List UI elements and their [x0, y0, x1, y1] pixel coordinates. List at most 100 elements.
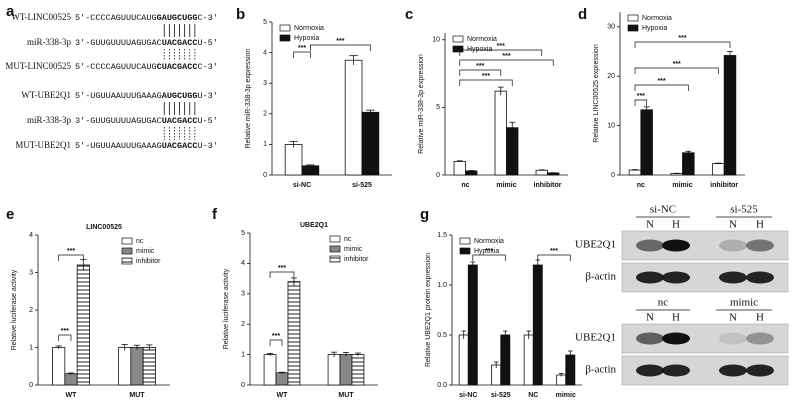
- error-bar: [550, 172, 557, 174]
- bar: [547, 172, 560, 176]
- significance-bracket: [459, 59, 554, 66]
- panel-letter: a: [6, 3, 15, 20]
- significance-label: ***: [658, 78, 666, 85]
- error-bar: [461, 330, 466, 339]
- sequence-part: CUACGACC: [157, 62, 198, 72]
- sequence: 3'-GUUGUUUUAGUGACUACGACCU-5': [75, 116, 218, 126]
- x-tick-label: MUT: [338, 392, 354, 399]
- panel-letter: b: [236, 6, 245, 23]
- error-bar: [133, 344, 141, 350]
- significance-label: ***: [637, 93, 645, 100]
- sequence-part: 5'-UGUUAAUUUGAAAG: [75, 91, 162, 101]
- legend-label: inhibitor: [344, 256, 369, 263]
- blot-band: [662, 239, 690, 252]
- legend-swatch: [121, 247, 133, 255]
- sequence-part: UACGACC: [162, 141, 198, 151]
- error-bar: [503, 330, 508, 339]
- y-tick-label: 1: [29, 344, 33, 351]
- y-tick-label: 0: [263, 172, 267, 179]
- significance-bracket: [634, 41, 731, 48]
- error-bar: [558, 373, 564, 377]
- legend-swatch: [329, 235, 341, 243]
- x-tick-label: WT: [66, 392, 78, 399]
- legend-swatch: [459, 237, 471, 245]
- y-axis-label: Relative miR-338-3p expression: [245, 49, 252, 149]
- significance-label: ***: [336, 38, 344, 45]
- legend-label: Hypoxia: [474, 248, 499, 255]
- sequence-part: UACGACC: [162, 38, 198, 48]
- sequence-name: miR-338-3p: [27, 37, 71, 47]
- y-tick-label: 10: [607, 122, 615, 129]
- x-tick-label: si-NC: [293, 182, 311, 189]
- significance-label: ***: [298, 45, 306, 52]
- legend-label: Hypoxia: [642, 25, 667, 32]
- significance-bracket: [293, 51, 311, 58]
- y-tick-label: 1: [263, 141, 267, 148]
- legend-label: Hypoxia: [467, 46, 492, 53]
- lane-label: N: [646, 312, 654, 324]
- y-axis-label: Relative luciferase activity: [223, 268, 230, 349]
- error-bar: [55, 345, 62, 349]
- sequence: 5'-UGUUAAUUUGAAAGAUGCUGGU-3': [75, 91, 218, 101]
- bar: [287, 281, 301, 386]
- blot-band: [719, 364, 747, 377]
- x-tick-label: mimic: [556, 392, 576, 399]
- significance-bracket: [269, 271, 295, 278]
- blot-row-label: UBE2Q1: [575, 332, 616, 344]
- error-bar: [146, 344, 153, 351]
- sequence-part: AUGCUGG: [162, 91, 198, 101]
- blot-row-label: β-actin: [585, 271, 616, 283]
- panel-letter: g: [420, 206, 429, 223]
- blot-group: si-NC: [650, 204, 676, 216]
- x-tick-label: inhibitor: [534, 182, 562, 189]
- y-tick-label: 0: [611, 172, 615, 179]
- y-tick-label: 5: [263, 19, 267, 26]
- x-tick-label: MUT: [129, 392, 145, 399]
- significance-bracket: [58, 254, 84, 261]
- legend-label: mimic: [136, 248, 155, 255]
- sequence-part: 3'-GUUGUUUUAGUGAC: [75, 38, 162, 48]
- x-tick-label: mimic: [496, 182, 516, 189]
- y-tick-label: 4: [241, 260, 245, 267]
- bar: [327, 354, 341, 386]
- panel-letter: c: [405, 6, 413, 23]
- bar: [628, 169, 642, 176]
- lane-label: N: [729, 219, 737, 231]
- y-tick-label: 10: [432, 37, 440, 44]
- y-axis-label: Relative LINC00525 expression: [593, 44, 600, 143]
- y-tick-label: 1.0: [437, 282, 447, 289]
- error-bar: [497, 86, 504, 96]
- legend-label: nc: [136, 238, 144, 245]
- panel-letter: d: [578, 6, 587, 23]
- significance-label: ***: [61, 328, 69, 335]
- significance-bracket: [459, 69, 502, 76]
- blot-band: [719, 239, 747, 252]
- bar: [467, 264, 478, 386]
- bar: [453, 161, 466, 176]
- sequence-name: miR-338-3p: [27, 115, 71, 125]
- error-bar: [354, 352, 361, 357]
- bar: [344, 59, 363, 176]
- error-bar: [331, 351, 338, 358]
- legend-label: nc: [344, 236, 352, 243]
- bar: [523, 334, 534, 386]
- y-tick-label: 0: [241, 382, 245, 389]
- y-tick-label: 4: [29, 232, 33, 239]
- legend-label: Normoxia: [474, 238, 504, 245]
- panel-letter: e: [6, 206, 14, 223]
- significance-label: ***: [272, 333, 280, 340]
- blot-band: [636, 239, 664, 252]
- bar: [458, 334, 469, 386]
- legend-label: Normoxia: [294, 25, 324, 32]
- bar: [64, 373, 78, 386]
- y-tick-label: 0: [29, 382, 33, 389]
- y-tick-label: 0.0: [437, 382, 447, 389]
- blot-band: [662, 271, 690, 284]
- error-bar: [685, 150, 692, 155]
- blot-group: nc: [658, 297, 669, 309]
- panel-letter: f: [212, 206, 218, 223]
- y-tick-label: 1: [241, 351, 245, 358]
- error-bar: [643, 106, 650, 113]
- error-bar: [366, 109, 375, 115]
